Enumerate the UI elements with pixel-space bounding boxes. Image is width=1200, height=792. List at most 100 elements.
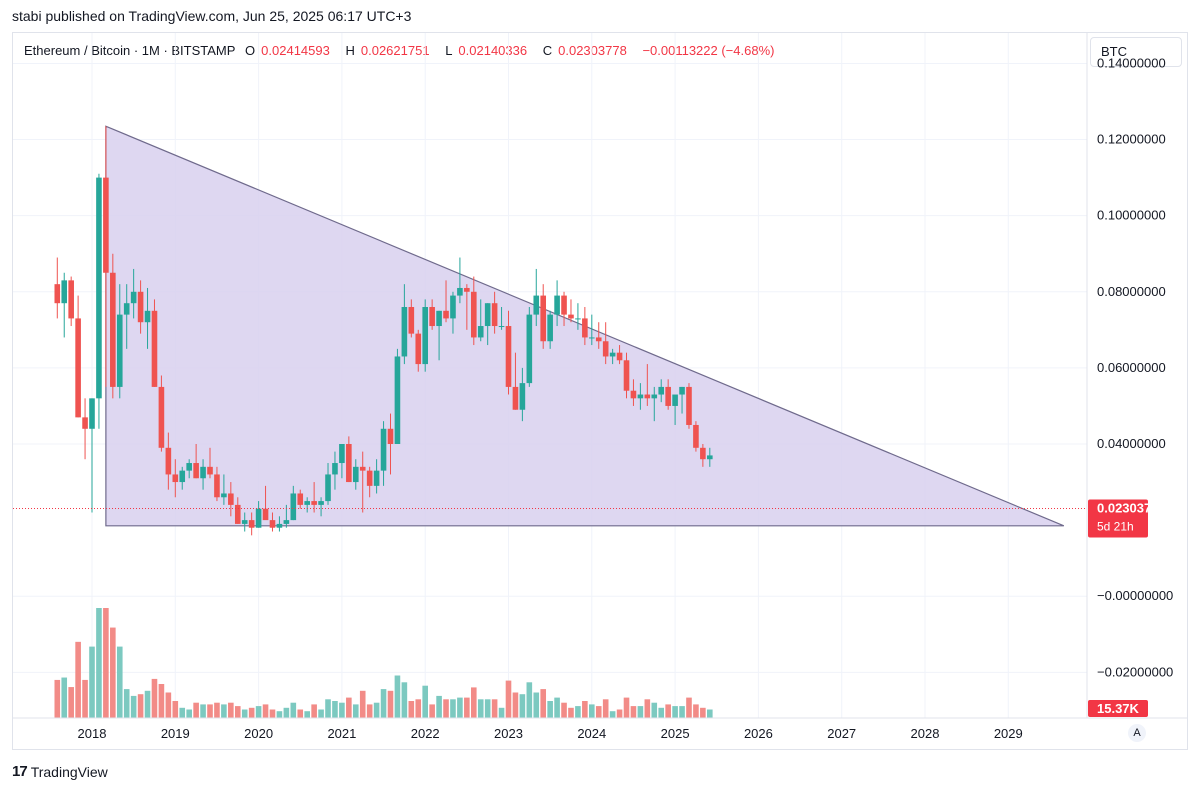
candle[interactable]	[700, 447, 706, 460]
candle[interactable]	[644, 394, 651, 399]
candle[interactable]	[415, 333, 422, 365]
candle[interactable]	[693, 424, 699, 448]
candle[interactable]	[352, 466, 359, 483]
candle[interactable]	[505, 326, 512, 387]
candle[interactable]	[679, 386, 685, 395]
candle[interactable]	[595, 337, 602, 342]
candle[interactable]	[387, 428, 394, 444]
candle[interactable]	[228, 493, 234, 505]
candle[interactable]	[325, 474, 331, 502]
candle[interactable]	[214, 474, 220, 498]
candle[interactable]	[283, 520, 290, 524]
candle[interactable]	[262, 508, 269, 521]
candle[interactable]	[290, 493, 297, 521]
candle[interactable]	[602, 341, 609, 357]
candle[interactable]	[630, 390, 637, 399]
candle[interactable]	[318, 501, 324, 505]
candle[interactable]	[429, 307, 435, 327]
candle[interactable]	[672, 394, 678, 406]
candle[interactable]	[623, 360, 630, 391]
candle[interactable]	[68, 280, 74, 319]
candle[interactable]	[110, 272, 116, 387]
candle[interactable]	[200, 466, 206, 479]
candle[interactable]	[61, 280, 68, 304]
candle[interactable]	[436, 310, 442, 327]
tradingview-logo[interactable]: 17 TradingView	[12, 763, 108, 780]
candle[interactable]	[123, 303, 130, 315]
candle[interactable]	[512, 386, 519, 410]
candle[interactable]	[339, 444, 345, 464]
candle[interactable]	[422, 307, 428, 365]
candle[interactable]	[82, 417, 88, 429]
candle[interactable]	[380, 428, 387, 471]
candle[interactable]	[616, 352, 623, 361]
candle[interactable]	[637, 394, 644, 399]
candle[interactable]	[686, 386, 692, 425]
candle[interactable]	[241, 520, 248, 524]
candle[interactable]	[304, 501, 310, 505]
candle[interactable]	[207, 466, 213, 475]
candle[interactable]	[332, 463, 338, 475]
candle[interactable]	[186, 463, 192, 471]
candle[interactable]	[651, 394, 658, 399]
candle[interactable]	[179, 470, 186, 483]
candle[interactable]	[54, 284, 61, 304]
candle[interactable]	[575, 318, 581, 320]
candle[interactable]	[401, 307, 408, 357]
candle[interactable]	[658, 386, 665, 395]
candle[interactable]	[116, 314, 123, 387]
candle[interactable]	[443, 310, 449, 319]
candle[interactable]	[221, 493, 227, 498]
candle[interactable]	[151, 310, 158, 387]
candle[interactable]	[568, 314, 574, 319]
candle[interactable]	[89, 398, 95, 429]
candle[interactable]	[137, 291, 144, 323]
candle[interactable]	[103, 177, 109, 273]
candle[interactable]	[158, 386, 165, 448]
auto-scale-button[interactable]: A	[1128, 724, 1146, 742]
candle[interactable]	[394, 356, 401, 444]
candle[interactable]	[234, 504, 241, 524]
candle[interactable]	[470, 291, 477, 338]
candle[interactable]	[477, 326, 484, 338]
candle[interactable]	[130, 291, 137, 304]
candle[interactable]	[665, 386, 671, 406]
candle[interactable]	[172, 474, 179, 483]
candle[interactable]	[297, 493, 304, 505]
candle[interactable]	[144, 310, 151, 323]
currency-button[interactable]: BTC	[1090, 37, 1182, 67]
candle[interactable]	[707, 455, 713, 460]
candle[interactable]	[359, 466, 366, 471]
candle[interactable]	[450, 295, 456, 319]
candle[interactable]	[533, 295, 540, 315]
candle[interactable]	[554, 295, 560, 315]
candle[interactable]	[519, 383, 526, 410]
candle[interactable]	[276, 523, 283, 528]
candle[interactable]	[75, 318, 81, 418]
candle[interactable]	[311, 501, 317, 505]
candle[interactable]	[457, 287, 463, 296]
candle[interactable]	[498, 326, 505, 328]
candle[interactable]	[609, 352, 616, 357]
candle[interactable]	[248, 520, 255, 528]
candle[interactable]	[547, 314, 553, 342]
candle[interactable]	[582, 318, 588, 338]
candle[interactable]	[366, 470, 373, 486]
candle[interactable]	[193, 463, 199, 479]
candle[interactable]	[255, 508, 262, 528]
candle[interactable]	[589, 337, 595, 339]
candle[interactable]	[96, 177, 102, 399]
symbol-name[interactable]: Ethereum / Bitcoin · 1M · BITSTAMP	[24, 43, 236, 58]
candle[interactable]	[491, 303, 498, 327]
candle[interactable]	[484, 303, 491, 327]
candle[interactable]	[373, 470, 380, 486]
candle[interactable]	[561, 295, 567, 315]
candle[interactable]	[526, 314, 533, 384]
candle[interactable]	[346, 444, 352, 483]
candle[interactable]	[408, 307, 415, 334]
candle[interactable]	[540, 295, 547, 342]
candle[interactable]	[165, 447, 172, 475]
candle[interactable]	[269, 520, 276, 528]
candle[interactable]	[464, 287, 470, 292]
